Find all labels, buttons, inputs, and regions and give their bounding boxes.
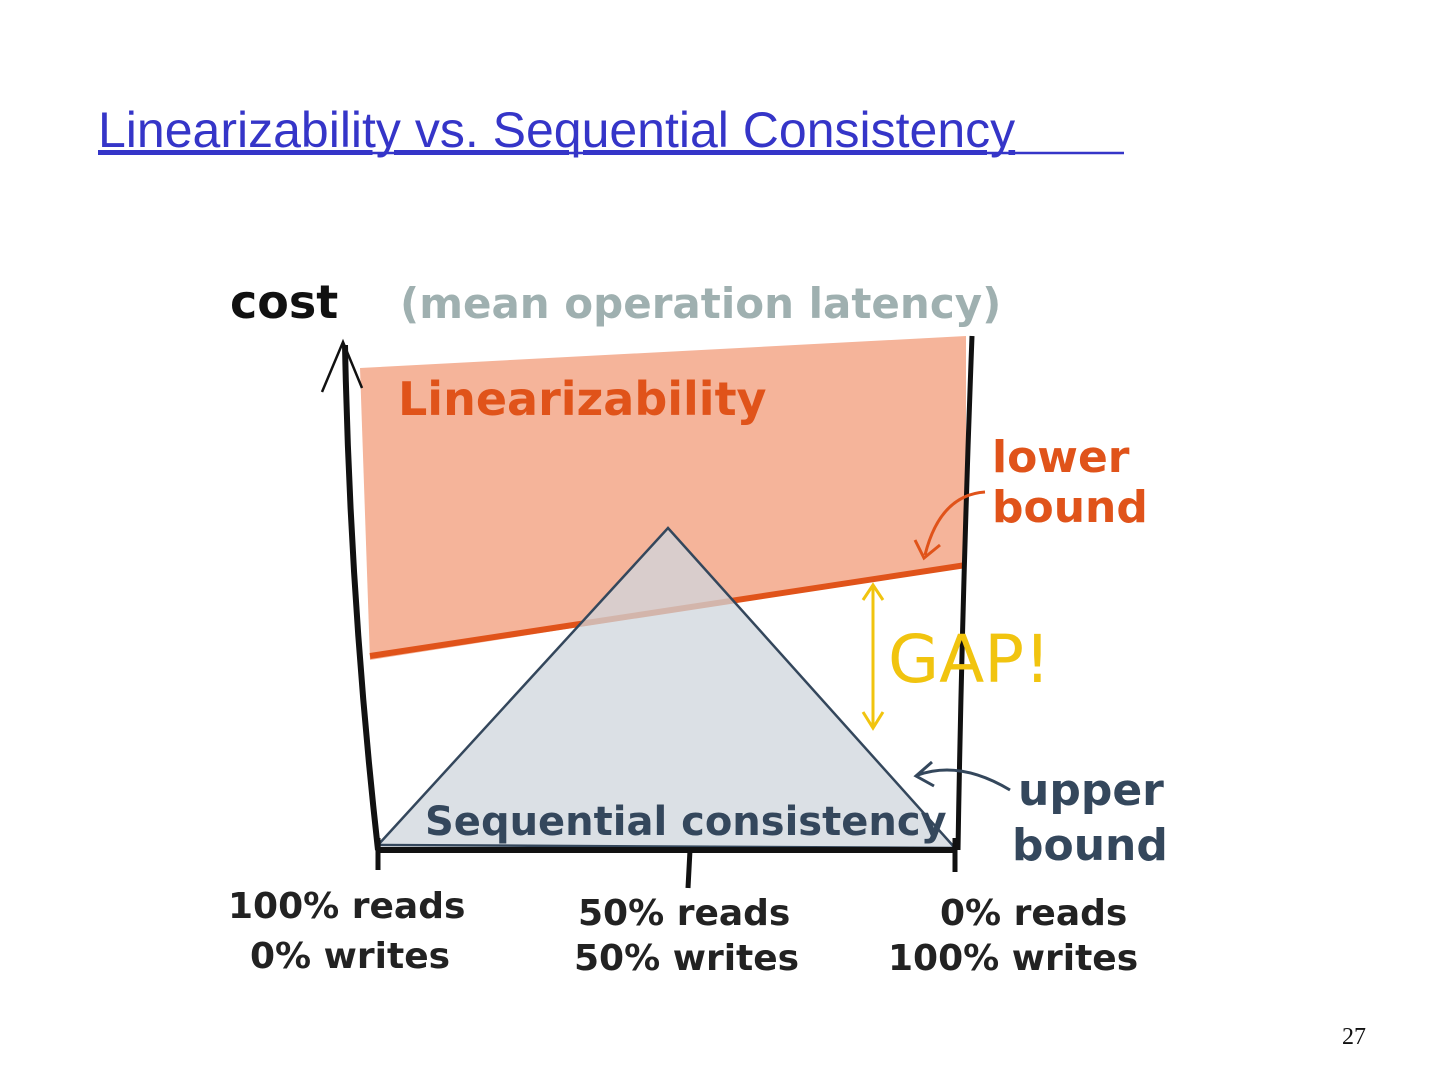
x-label: 50% reads — [578, 893, 790, 934]
y-axis-label: cost — [230, 275, 338, 329]
y-axis-note: (mean operation latency) — [400, 279, 1001, 328]
gap-label: GAP! — [888, 621, 1051, 698]
x-label: 0% writes — [250, 936, 450, 977]
linearizability-label: Linearizability — [398, 372, 767, 426]
upper-bound-arrow — [913, 760, 1011, 792]
slide-title[interactable]: Linearizability vs. Sequential Consisten… — [98, 102, 1015, 158]
x-label: 50% writes — [574, 938, 799, 979]
linearizability-region — [360, 336, 966, 660]
lower-bound-label: lower — [992, 432, 1130, 483]
y-axis-arrow — [320, 338, 364, 393]
sequential-label: Sequential consistency — [425, 799, 947, 845]
x-label: 100% writes — [888, 938, 1138, 979]
gap-arrow — [861, 582, 885, 731]
upper-bound-label: upper — [1018, 765, 1164, 816]
x-label: 100% reads — [228, 886, 465, 927]
y-axis — [342, 344, 381, 851]
x-label: 0% reads — [940, 893, 1127, 934]
right-border — [955, 335, 975, 851]
x-axis-ticks — [375, 838, 958, 889]
lower-bound-arrow — [913, 490, 986, 561]
lower-bound-label: bound — [992, 482, 1148, 533]
page-number: 27 — [1342, 1024, 1366, 1050]
sequential-region — [375, 526, 958, 850]
upper-bound-label: bound — [1012, 820, 1168, 871]
